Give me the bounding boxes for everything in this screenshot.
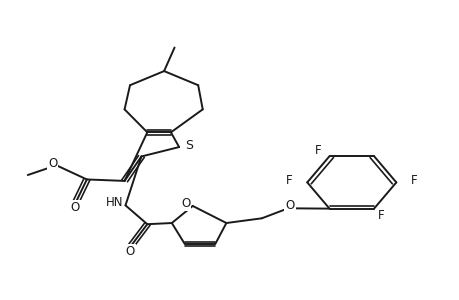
Text: O: O	[71, 201, 80, 214]
Text: HN: HN	[106, 196, 123, 209]
Text: O: O	[125, 245, 134, 258]
Text: O: O	[285, 199, 294, 212]
Text: F: F	[377, 209, 383, 223]
Text: F: F	[314, 144, 321, 157]
Text: S: S	[185, 139, 193, 152]
Text: O: O	[48, 157, 57, 170]
Text: F: F	[410, 174, 417, 188]
Text: O: O	[181, 197, 190, 210]
Text: F: F	[285, 174, 292, 188]
